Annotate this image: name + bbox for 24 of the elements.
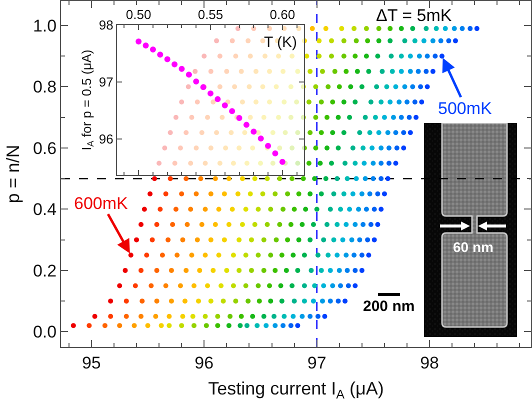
x-tick-label: 96	[194, 353, 214, 372]
annotation: 500mK	[438, 99, 493, 118]
annotation: 200 nm	[363, 298, 415, 315]
y-tick-label: 97	[98, 74, 114, 90]
y-tick-label: 0.8	[32, 78, 57, 97]
y-axis-title: p = n/N	[3, 144, 24, 204]
y-tick-label: 1.0	[32, 16, 57, 36]
annotation: ΔT = 5mK	[376, 6, 452, 25]
y-tick-label: 96	[98, 132, 114, 147]
y-tick-label: 0.4	[32, 200, 57, 220]
y-tick-label: 0.0	[32, 322, 57, 342]
x-tick-label: 98	[420, 353, 440, 372]
annotation: 60 nm	[453, 239, 494, 255]
x-tick-label: 97	[307, 353, 326, 372]
annotation: 600mK	[74, 194, 129, 213]
y-tick-label: 98	[98, 18, 114, 33]
y-tick-label: 0.2	[32, 261, 57, 280]
x-tick-label: 0.55	[198, 6, 224, 22]
y-tick-label: 0.6	[32, 138, 57, 158]
x-tick-label: 0.50	[126, 6, 152, 22]
x-tick-label: 0.60	[270, 6, 296, 22]
x-tick-label: 95	[82, 353, 101, 372]
x-axis-title: T (K)	[264, 34, 298, 51]
x-axis-title: Testing current I$_{A}$ (μA)	[208, 378, 384, 402]
